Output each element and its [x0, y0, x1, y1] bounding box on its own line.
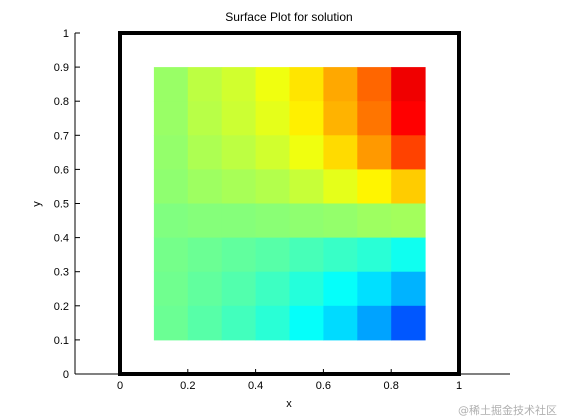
- heatmap-cell: [357, 67, 392, 102]
- x-tick-label: 1: [456, 380, 462, 392]
- heatmap-cell: [153, 203, 189, 239]
- heatmap-cell: [323, 101, 358, 136]
- watermark-text: @稀土掘金技术社区: [458, 404, 557, 417]
- heatmap-cell: [357, 237, 392, 273]
- heatmap-cell: [221, 135, 257, 170]
- heatmap-cell: [187, 271, 223, 307]
- y-tick-label: 0.9: [54, 62, 69, 74]
- x-tick-label: 0.6: [316, 380, 331, 392]
- heatmap-cell: [323, 135, 358, 170]
- heatmap-cell: [289, 169, 324, 204]
- y-tick-label: 0.6: [54, 164, 69, 176]
- heatmap-cell: [391, 203, 426, 239]
- x-tick-label: 0.2: [180, 380, 195, 392]
- heatmap-cell: [221, 169, 257, 204]
- heatmap-cell: [153, 101, 189, 136]
- x-axis-ticks: 0 0.2 0.4 0.6 0.8 1: [117, 369, 462, 392]
- heatmap-cell: [357, 305, 392, 341]
- heatmap-cell: [289, 237, 324, 273]
- heatmap-cell: [187, 135, 223, 170]
- y-tick-label: 0: [63, 369, 69, 381]
- y-tick-label: 0.3: [54, 267, 69, 279]
- heatmap-cell: [255, 305, 290, 341]
- heatmap-cell: [323, 169, 358, 204]
- heatmap-cell: [391, 237, 426, 273]
- heatmap-cell: [153, 237, 189, 273]
- chart-title: Surface Plot for solution: [225, 10, 352, 24]
- y-tick-label: 0.2: [54, 301, 69, 313]
- heatmap-cell: [357, 271, 392, 307]
- heatmap-cell: [289, 305, 324, 341]
- heatmap-cell: [187, 203, 223, 239]
- y-tick-label: 0.1: [54, 335, 69, 347]
- heatmap-cell: [221, 305, 257, 341]
- y-tick-label: 0.4: [54, 233, 69, 245]
- heatmap-cell: [357, 169, 392, 204]
- heatmap-cell: [153, 305, 189, 341]
- heatmap-cell: [391, 305, 426, 341]
- heatmap-cells: [153, 67, 426, 341]
- y-axis-ticks: 0 0.1 0.2 0.3 0.4 0.5 0.6 0.7 0.8 0.9 1: [54, 28, 80, 381]
- heatmap-cell: [289, 135, 324, 170]
- heatmap-cell: [357, 203, 392, 239]
- x-axis-label: x: [286, 398, 292, 410]
- heatmap-cell: [221, 271, 257, 307]
- heatmap-cell: [255, 203, 290, 239]
- heatmap-cell: [221, 101, 257, 136]
- heatmap-cell: [391, 271, 426, 307]
- y-tick-label: 0.7: [54, 130, 69, 142]
- heatmap-cell: [221, 203, 257, 239]
- heatmap-cell: [255, 271, 290, 307]
- heatmap-cell: [153, 135, 189, 170]
- heatmap-cell: [323, 305, 358, 341]
- heatmap-cell: [323, 203, 358, 239]
- heatmap-cell: [323, 271, 358, 307]
- heatmap-cell: [323, 67, 358, 102]
- x-tick-label: 0.4: [248, 380, 263, 392]
- heatmap-cell: [289, 101, 324, 136]
- heatmap-cell: [357, 135, 392, 170]
- x-tick-label: 0: [117, 380, 123, 392]
- heatmap-cell: [289, 203, 324, 239]
- heatmap-cell: [153, 67, 189, 102]
- heatmap-cell: [255, 237, 290, 273]
- heatmap-cell: [391, 169, 426, 204]
- heatmap-cell: [221, 67, 257, 102]
- heatmap-cell: [187, 67, 223, 102]
- heatmap-cell: [323, 237, 358, 273]
- heatmap-cell: [357, 101, 392, 136]
- heatmap-cell: [289, 67, 324, 102]
- heatmap-cell: [391, 67, 426, 102]
- y-tick-label: 0.5: [54, 199, 69, 211]
- heatmap-cell: [187, 305, 223, 341]
- heatmap-cell: [153, 169, 189, 204]
- y-tick-label: 0.8: [54, 96, 69, 108]
- heatmap-cell: [391, 101, 426, 136]
- heatmap-cell: [255, 101, 290, 136]
- heatmap-cell: [187, 169, 223, 204]
- heatmap-cell: [255, 169, 290, 204]
- x-tick-label: 0.8: [384, 380, 399, 392]
- heatmap-cell: [255, 67, 290, 102]
- heatmap-cell: [221, 237, 257, 273]
- y-tick-label: 1: [63, 28, 69, 40]
- heatmap-cell: [187, 101, 223, 136]
- heatmap-cell: [187, 237, 223, 273]
- heatmap-cell: [391, 135, 426, 170]
- heatmap-cell: [153, 271, 189, 307]
- heatmap-cell: [289, 271, 324, 307]
- y-axis-label: y: [31, 201, 43, 207]
- heatmap-cell: [255, 135, 290, 170]
